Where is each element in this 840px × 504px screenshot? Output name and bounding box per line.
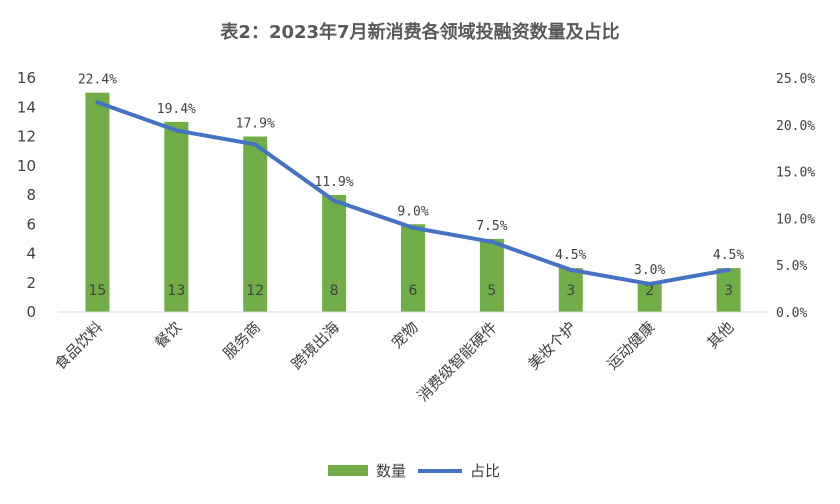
line-value-labels: 22.4% 19.4% 17.9% 11.9% 9.0% 7.5% 4.5% 3.0% 4.5% — [78, 73, 745, 278]
right-tick-label: 25.0% — [776, 72, 815, 87]
line-value-label: 4.5% — [713, 248, 744, 263]
right-tick-label: 5.0% — [776, 259, 807, 274]
bar-value-label: 13 — [167, 283, 185, 299]
right-tick-label: 15.0% — [776, 166, 815, 181]
bar — [716, 268, 741, 312]
legend-line-label: 占比 — [470, 462, 500, 480]
right-axis: 0.0% 5.0% 10.0% 15.0% 20.0% 25.0% — [776, 72, 815, 321]
bar — [558, 268, 583, 312]
left-tick-label: 12 — [17, 128, 36, 146]
line-point — [411, 226, 415, 230]
bar-value-label: 5 — [487, 283, 496, 299]
right-tick-label: 0.0% — [776, 306, 807, 321]
bar-value-label: 15 — [89, 283, 107, 299]
line-value-label: 19.4% — [157, 102, 196, 117]
left-tick-label: 8 — [26, 186, 36, 204]
left-tick-label: 16 — [17, 69, 36, 87]
category-label: 美妆个护 — [524, 318, 579, 373]
legend: 数量 占比 — [328, 462, 500, 480]
line-point — [332, 199, 336, 203]
chart-title: 表2：2023年7月新消费各领域投融资数量及占比 — [220, 21, 619, 43]
line-point — [727, 268, 731, 272]
bar-value-label: 8 — [330, 283, 339, 299]
bar-value-label: 3 — [566, 283, 575, 299]
left-tick-label: 10 — [17, 157, 36, 175]
left-tick-label: 2 — [26, 274, 36, 292]
line-value-label: 11.9% — [315, 175, 354, 190]
category-label: 运动健康 — [603, 318, 658, 373]
legend-bar-label: 数量 — [376, 462, 406, 480]
line-point — [95, 100, 99, 104]
left-tick-label: 0 — [26, 303, 36, 321]
left-axis: 0 2 4 6 8 10 12 14 16 — [17, 69, 36, 321]
category-label: 服务商 — [219, 318, 264, 363]
line-point — [253, 142, 257, 146]
line-value-label: 7.5% — [476, 219, 507, 234]
bar — [322, 195, 347, 312]
right-tick-label: 10.0% — [776, 212, 815, 227]
line-value-label: 9.0% — [397, 204, 428, 219]
line-point — [490, 240, 494, 244]
category-label: 其他 — [703, 318, 737, 352]
category-label: 跨境出海 — [288, 318, 343, 373]
line-point — [569, 268, 573, 272]
legend-bar-swatch — [328, 465, 368, 476]
line-value-label: 3.0% — [634, 263, 665, 278]
line-value-label: 4.5% — [555, 248, 586, 263]
line-value-label: 17.9% — [236, 117, 275, 132]
bar — [164, 121, 189, 312]
left-tick-label: 14 — [17, 98, 36, 116]
category-label: 消费级智能硬件 — [414, 318, 501, 405]
category-label: 餐饮 — [151, 318, 185, 352]
bar-value-label: 12 — [246, 283, 264, 299]
bar — [637, 282, 662, 312]
bar — [401, 224, 425, 312]
line-point — [174, 128, 178, 132]
category-label: 宠物 — [388, 318, 422, 352]
bar — [85, 92, 110, 312]
bar-value-label: 2 — [645, 283, 654, 299]
bar-value-label: 6 — [409, 283, 418, 299]
bar — [479, 238, 504, 312]
line-series — [95, 100, 731, 286]
left-tick-label: 6 — [26, 215, 36, 233]
bar-series — [85, 92, 741, 312]
bar-value-label: 3 — [724, 283, 733, 299]
left-tick-label: 4 — [26, 245, 36, 263]
right-tick-label: 20.0% — [776, 119, 815, 134]
bar — [243, 136, 268, 312]
bar-value-labels: 15 13 12 8 6 5 3 2 3 — [89, 283, 733, 299]
category-label: 食品饮料 — [51, 318, 106, 373]
line-value-label: 22.4% — [78, 73, 117, 88]
line-point — [648, 282, 652, 286]
